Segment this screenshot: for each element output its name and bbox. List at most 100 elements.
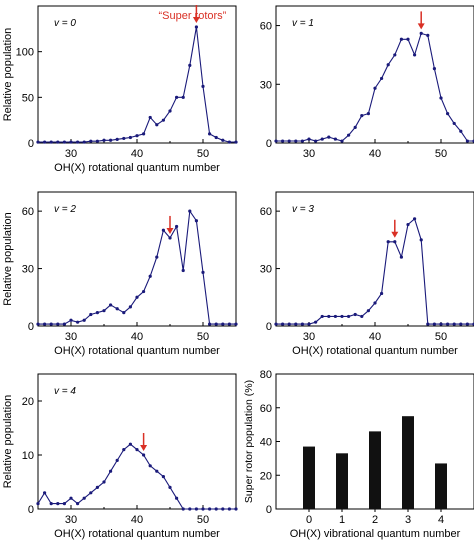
data-point xyxy=(287,322,291,326)
vibrational-level-label: v = 4 xyxy=(54,386,76,397)
data-point xyxy=(148,274,152,278)
data-point xyxy=(380,76,384,81)
y-tick-label: 80 xyxy=(260,369,272,381)
series-line xyxy=(38,26,236,143)
data-point xyxy=(194,507,198,511)
bar xyxy=(369,431,381,509)
data-point xyxy=(201,270,205,274)
y-axis-label: Relative population xyxy=(2,212,14,306)
data-point xyxy=(320,314,324,319)
data-point xyxy=(281,139,285,143)
data-point xyxy=(62,140,66,144)
data-point xyxy=(102,138,106,142)
data-point xyxy=(234,140,238,144)
data-point xyxy=(366,112,370,116)
y-tick-label: 30 xyxy=(22,264,34,276)
data-point xyxy=(36,502,40,506)
data-point xyxy=(320,137,324,141)
data-point xyxy=(148,115,152,120)
data-point xyxy=(432,67,436,71)
y-tick-label: 0 xyxy=(266,138,272,150)
x-tick-label: 2 xyxy=(372,514,378,526)
chart-panel-4: 30 40 50 0 10 20 v = 4 OH(X) rotational quantum… xyxy=(2,373,238,540)
data-point xyxy=(419,31,423,35)
data-point xyxy=(115,307,119,311)
data-point xyxy=(274,322,278,326)
data-point xyxy=(406,37,410,41)
y-tick-label: 10 xyxy=(22,450,34,462)
data-point xyxy=(122,448,126,452)
data-point xyxy=(340,314,344,319)
data-point xyxy=(181,95,185,99)
chart-panel-1: 30 40 50 0 30 60 v = 1 xyxy=(260,5,474,160)
data-point xyxy=(128,305,132,309)
data-point xyxy=(102,480,106,484)
data-point xyxy=(69,496,73,500)
x-axis-label: OH(X) rotational quantum number xyxy=(54,345,220,357)
data-point xyxy=(168,236,172,240)
data-point xyxy=(307,137,311,141)
x-tick-label: 40 xyxy=(131,331,143,343)
data-point xyxy=(287,139,291,143)
data-point xyxy=(175,496,179,500)
data-point xyxy=(43,491,47,495)
data-point xyxy=(122,311,126,315)
data-point xyxy=(300,322,304,326)
y-tick-label: 40 xyxy=(260,437,272,449)
data-point xyxy=(327,135,331,139)
data-point xyxy=(142,453,146,457)
x-tick-label: 50 xyxy=(435,148,447,160)
data-point xyxy=(465,139,469,143)
x-tick-label: 40 xyxy=(131,148,143,160)
data-point xyxy=(465,322,469,326)
x-axis-label: OH(X) rotational quantum number xyxy=(54,162,220,174)
data-point xyxy=(360,114,364,118)
data-point xyxy=(227,322,231,326)
x-tick-label: 40 xyxy=(369,331,381,343)
data-point xyxy=(49,140,53,144)
data-point xyxy=(281,322,285,326)
x-tick-label: 1 xyxy=(339,514,345,526)
data-point xyxy=(128,135,132,140)
data-point xyxy=(82,140,86,144)
data-point xyxy=(135,448,139,452)
data-point xyxy=(135,295,139,299)
x-axis-label: OH(X) vibrational quantum number xyxy=(290,528,461,540)
data-point xyxy=(115,458,119,462)
data-point xyxy=(227,140,231,144)
data-point xyxy=(406,222,410,227)
data-point xyxy=(366,309,370,313)
bar xyxy=(402,416,414,509)
vibrational-level-label: v = 3 xyxy=(292,204,314,215)
data-point xyxy=(439,322,443,326)
data-point xyxy=(446,322,450,326)
bar xyxy=(336,453,348,509)
data-point xyxy=(413,217,417,221)
data-point xyxy=(353,312,357,317)
x-tick-label: 3 xyxy=(405,514,411,526)
series-line xyxy=(276,217,474,325)
data-point xyxy=(82,318,86,322)
data-point xyxy=(56,502,60,506)
data-point xyxy=(69,318,73,322)
bar xyxy=(303,446,315,509)
vibrational-level-label: v = 2 xyxy=(54,204,76,215)
data-point xyxy=(109,469,113,473)
super-rotor-arrow xyxy=(417,11,425,30)
data-point xyxy=(175,224,179,229)
data-point xyxy=(347,133,351,137)
data-point xyxy=(314,139,318,143)
data-point xyxy=(393,240,397,244)
x-tick-label: 50 xyxy=(197,148,209,160)
data-point xyxy=(161,475,165,479)
data-point xyxy=(459,129,463,133)
data-point xyxy=(419,238,423,242)
data-point xyxy=(43,140,47,144)
chart-panel-5: 0 20 40 60 80 0 1 2 3 4 OH(X) vibrational quantum … xyxy=(243,369,474,540)
data-point xyxy=(194,25,198,29)
x-tick-label: 40 xyxy=(131,514,143,526)
data-point xyxy=(188,209,192,213)
data-point xyxy=(89,491,93,495)
data-point xyxy=(353,125,357,129)
